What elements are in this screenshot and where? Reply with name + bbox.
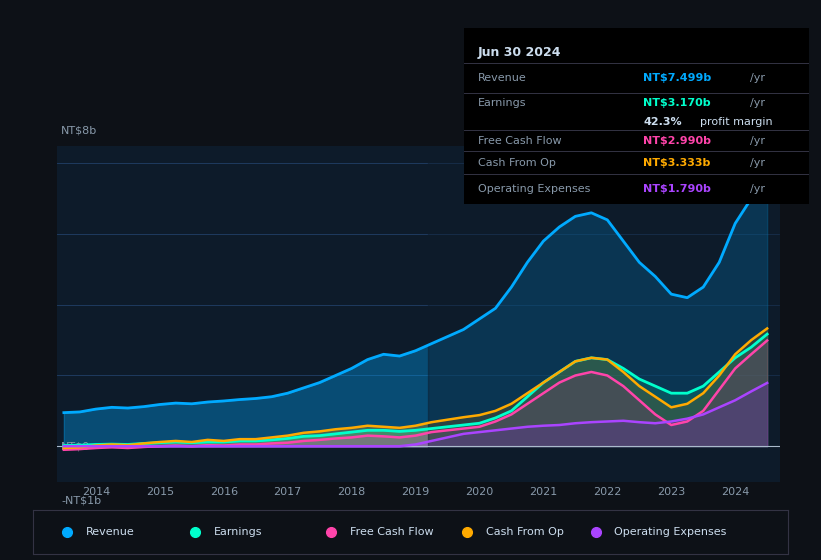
Text: NT$1.790b: NT$1.790b: [643, 184, 711, 194]
Text: Earnings: Earnings: [214, 527, 263, 537]
Text: Operating Expenses: Operating Expenses: [614, 527, 727, 537]
Text: NT$7.499b: NT$7.499b: [643, 73, 712, 83]
Text: 42.3%: 42.3%: [643, 118, 681, 127]
Text: Jun 30 2024: Jun 30 2024: [478, 46, 562, 59]
Text: Cash From Op: Cash From Op: [478, 158, 556, 168]
Text: /yr: /yr: [750, 184, 765, 194]
Text: NT$2.990b: NT$2.990b: [643, 136, 711, 146]
Text: Cash From Op: Cash From Op: [486, 527, 564, 537]
Text: NT$8b: NT$8b: [61, 125, 98, 136]
Text: /yr: /yr: [750, 158, 765, 168]
Text: NT$3.333b: NT$3.333b: [643, 158, 710, 168]
Text: NT$3.170b: NT$3.170b: [643, 98, 711, 108]
Text: profit margin: profit margin: [700, 118, 773, 127]
Text: Revenue: Revenue: [85, 527, 135, 537]
Text: Operating Expenses: Operating Expenses: [478, 184, 590, 194]
Text: NT$0: NT$0: [61, 441, 90, 451]
Text: Revenue: Revenue: [478, 73, 526, 83]
Text: /yr: /yr: [750, 136, 765, 146]
Text: /yr: /yr: [750, 73, 765, 83]
Text: -NT$1b: -NT$1b: [61, 495, 101, 505]
Text: Free Cash Flow: Free Cash Flow: [350, 527, 433, 537]
Bar: [429, 146, 780, 482]
Text: /yr: /yr: [750, 98, 765, 108]
Text: Earnings: Earnings: [478, 98, 526, 108]
Text: Free Cash Flow: Free Cash Flow: [478, 136, 562, 146]
